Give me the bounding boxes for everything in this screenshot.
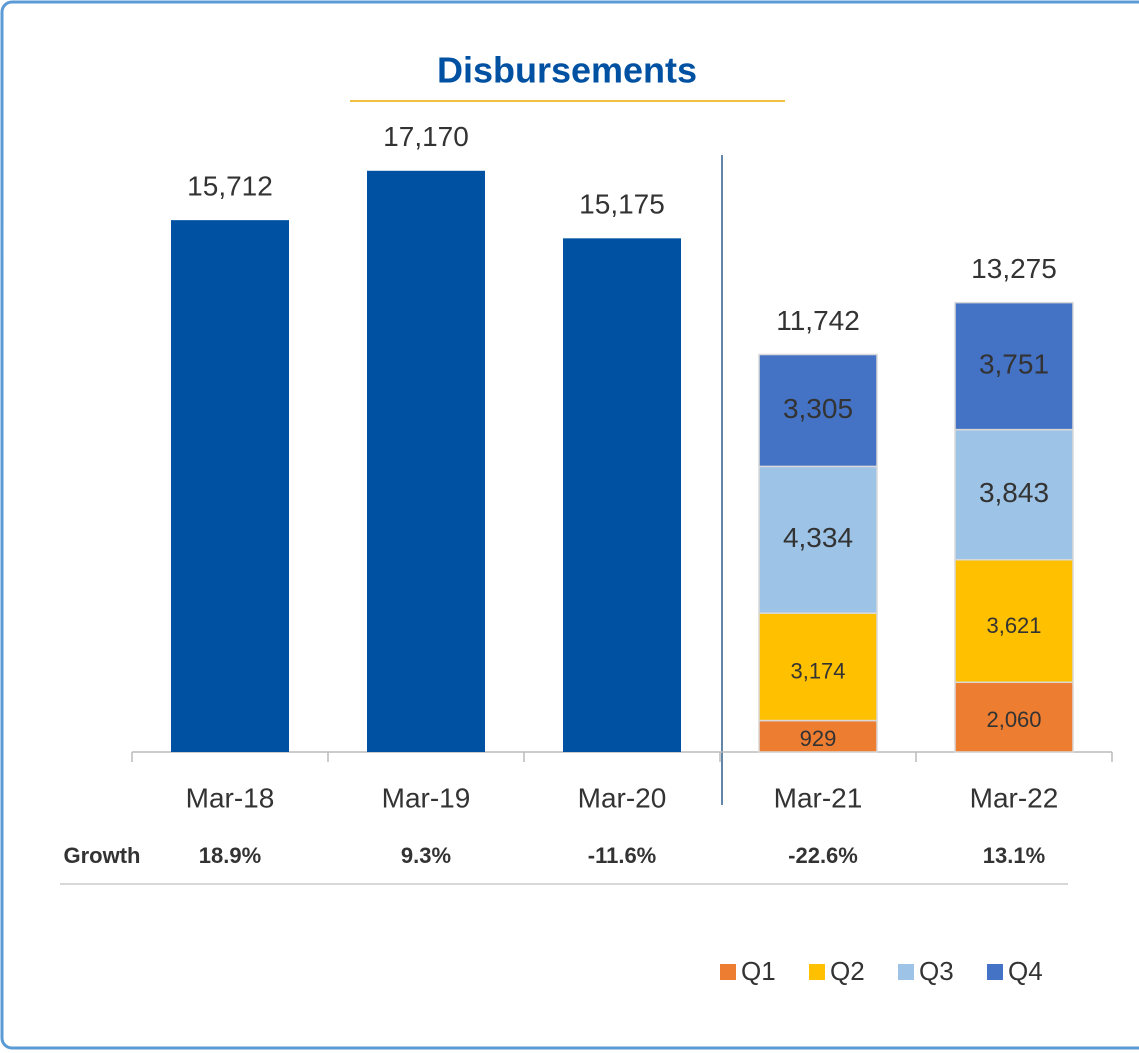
legend-swatch xyxy=(987,964,1003,980)
segment-label: 3,305 xyxy=(783,393,853,424)
legend-swatch xyxy=(809,964,825,980)
growth-value: 18.9% xyxy=(199,843,261,868)
growth-value: -11.6% xyxy=(588,843,657,868)
bar-segment xyxy=(954,428,1074,561)
total-label: 15,712 xyxy=(187,171,273,202)
bar-segment xyxy=(954,558,1074,684)
bar-segment xyxy=(954,681,1074,753)
x-tick-label: Mar-19 xyxy=(382,782,471,813)
bar-segment xyxy=(758,465,878,614)
segment-label: 3,843 xyxy=(979,477,1049,508)
x-tick-label: Mar-22 xyxy=(970,782,1059,813)
legend-label: Q1 xyxy=(741,956,776,986)
legend-label: Q4 xyxy=(1008,956,1043,986)
bar-segment xyxy=(758,353,878,468)
bar xyxy=(563,238,681,753)
x-tick-label: Mar-20 xyxy=(578,782,667,813)
legend-label: Q2 xyxy=(830,956,865,986)
chart-title: Disbursements xyxy=(437,50,697,91)
bar-segment xyxy=(758,612,878,722)
growth-value: 13.1% xyxy=(983,843,1045,868)
legend-swatch xyxy=(898,964,914,980)
total-label: 13,275 xyxy=(971,253,1057,284)
total-label: 11,742 xyxy=(776,305,860,336)
segment-label: 4,334 xyxy=(783,522,853,553)
x-tick-label: Mar-21 xyxy=(774,782,863,813)
growth-label: Growth xyxy=(64,843,141,868)
segment-label: 3,174 xyxy=(790,659,845,684)
bar xyxy=(367,170,485,752)
total-label: 17,170 xyxy=(383,121,469,152)
segment-label: 3,751 xyxy=(979,349,1049,380)
x-tick-label: Mar-18 xyxy=(186,782,275,813)
legend-swatch xyxy=(720,964,736,980)
segment-label: 929 xyxy=(800,726,837,751)
segment-label: 2,060 xyxy=(986,707,1041,732)
bar-segment xyxy=(954,301,1074,431)
legend-label: Q3 xyxy=(919,956,954,986)
total-label: 15,175 xyxy=(579,189,665,220)
segment-label: 3,621 xyxy=(986,613,1041,638)
growth-value: 9.3% xyxy=(401,843,451,868)
bar xyxy=(171,220,289,752)
growth-value: -22.6% xyxy=(788,843,858,868)
